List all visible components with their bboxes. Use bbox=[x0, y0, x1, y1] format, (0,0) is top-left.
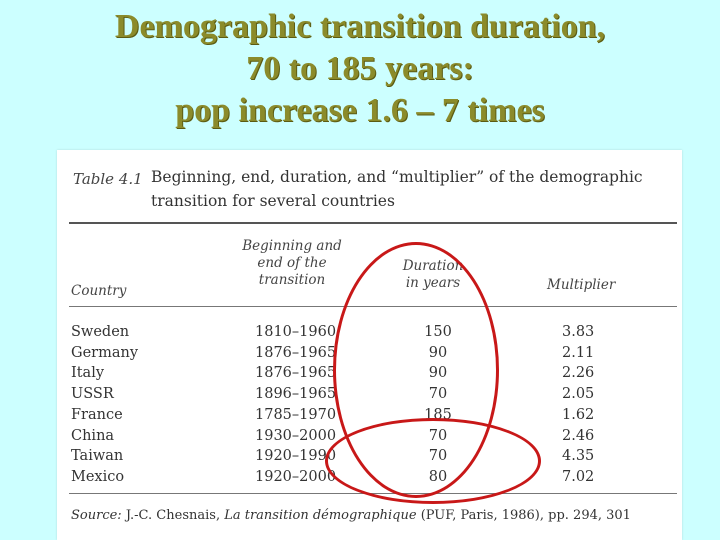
caption-line-1: Beginning, end, duration, and “multiplie… bbox=[151, 168, 643, 186]
cell-country: Sweden bbox=[71, 324, 130, 340]
cell-range: 1930–2000 bbox=[255, 427, 337, 444]
cell-multiplier: 7.02 bbox=[562, 468, 595, 485]
cell-range: 1920–2000 bbox=[255, 468, 337, 485]
source-label: Source: bbox=[71, 508, 122, 523]
cell-country: Germany bbox=[71, 344, 139, 361]
cell-multiplier: 1.62 bbox=[562, 406, 595, 423]
red-ellipse-annotation-lower bbox=[325, 418, 541, 504]
cell-country: Mexico bbox=[71, 468, 125, 485]
table-number: Table 4.1 bbox=[73, 170, 143, 188]
title-line-2: 70 to 185 years: bbox=[246, 50, 474, 87]
cell-range: 1876–1965 bbox=[255, 365, 337, 382]
cell-range: 1896–1965 bbox=[255, 386, 337, 403]
cell-multiplier: 3.83 bbox=[562, 324, 595, 340]
scanned-table-image: Table 4.1 Beginning, end, duration, and … bbox=[57, 150, 682, 540]
cell-country: USSR bbox=[71, 386, 114, 403]
source-title: La transition démographique bbox=[224, 508, 417, 523]
top-rule bbox=[69, 222, 677, 224]
cell-range: 1876–1965 bbox=[255, 344, 337, 361]
cell-multiplier: 2.26 bbox=[562, 365, 595, 382]
cell-range: 1785–1970 bbox=[255, 406, 337, 423]
title-line-1: Demographic transition duration, bbox=[114, 8, 606, 45]
cell-multiplier: 2.05 bbox=[562, 386, 595, 403]
cell-multiplier: 2.11 bbox=[562, 344, 595, 361]
cell-range: 1810–1960 bbox=[255, 324, 337, 340]
cell-multiplier: 4.35 bbox=[562, 448, 595, 465]
source-author: J.-C. Chesnais, bbox=[125, 508, 221, 523]
cell-country: Italy bbox=[71, 365, 105, 382]
cell-multiplier: 2.46 bbox=[562, 427, 595, 444]
header-country: Country bbox=[71, 283, 127, 299]
title-line-3: pop increase 1.6 – 7 times bbox=[175, 92, 545, 129]
cell-range: 1920–1990 bbox=[255, 448, 337, 465]
cell-country: China bbox=[71, 427, 115, 444]
slide-title: Demographic transition duration, 70 to 1… bbox=[0, 6, 720, 132]
source-details: (PUF, Paris, 1986), pp. 294, 301 bbox=[420, 508, 631, 523]
source-note: Source: J.-C. Chesnais, La transition dé… bbox=[71, 508, 631, 523]
column-multiplier: 3.83 2.11 2.26 2.05 1.62 2.46 4.35 7.02 bbox=[562, 322, 594, 488]
header-multiplier: Multiplier bbox=[547, 277, 616, 293]
cell-country: France bbox=[71, 406, 123, 423]
column-country: Sweden Germany Italy USSR France China T… bbox=[71, 322, 138, 488]
cell-country: Taiwan bbox=[71, 448, 124, 465]
column-range: 1810–1960 1876–1965 1876–1965 1896–1965 … bbox=[255, 322, 336, 488]
caption-line-2: transition for several countries bbox=[151, 192, 395, 210]
header-range: Beginning and end of the transition bbox=[242, 238, 342, 288]
table-caption: Beginning, end, duration, and “multiplie… bbox=[151, 165, 671, 213]
